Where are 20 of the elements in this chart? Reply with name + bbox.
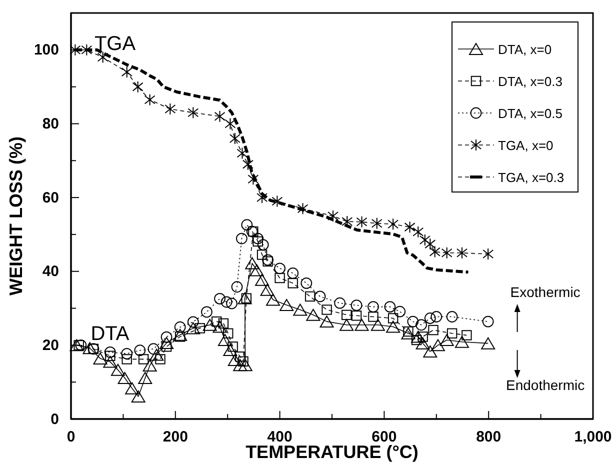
annotation: DTA bbox=[90, 323, 130, 345]
y-axis-title: WEIGHT LOSS (%) bbox=[6, 136, 26, 296]
x-tick-label: 0 bbox=[66, 428, 76, 446]
legend-label: TGA, x=0 bbox=[498, 138, 554, 153]
y-tick-label: 20 bbox=[42, 336, 59, 354]
y-tick-label: 0 bbox=[50, 410, 59, 428]
legend-label: TGA, x=0.3 bbox=[498, 170, 564, 185]
x-tick-label: 800 bbox=[476, 428, 502, 446]
y-tick-label: 40 bbox=[42, 263, 59, 280]
y-tick-label: 60 bbox=[42, 189, 59, 206]
y-tick-label: 100 bbox=[34, 42, 59, 59]
x-tick-label: 200 bbox=[162, 428, 188, 446]
annotation: Exothermic bbox=[510, 284, 580, 300]
y-tick-label: 80 bbox=[42, 116, 59, 133]
x-tick-label: 1,000 bbox=[574, 428, 612, 446]
annotation: Endothermic bbox=[506, 377, 585, 393]
legend-label: DTA, x=0 bbox=[498, 42, 552, 57]
legend-label: DTA, x=0.5 bbox=[498, 106, 562, 121]
annotation: TGA bbox=[94, 33, 136, 55]
legend-label: DTA, x=0.3 bbox=[498, 74, 562, 89]
